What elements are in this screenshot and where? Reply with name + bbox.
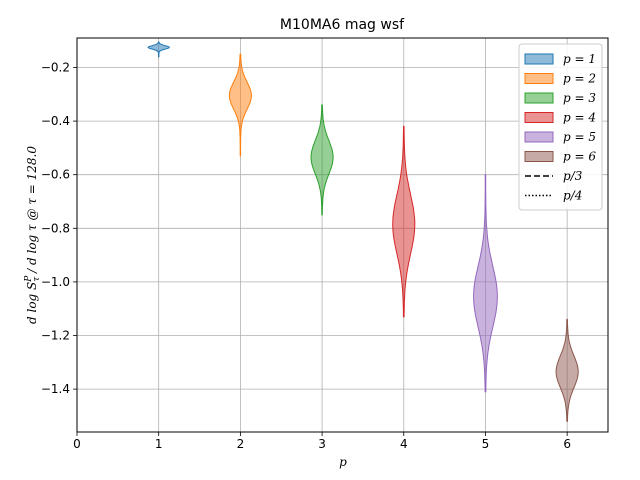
legend-swatch-1 [524, 53, 554, 65]
x-tick-label: 2 [237, 437, 245, 451]
violin-2 [228, 53, 252, 157]
axis-ticks: 0 1 2 3 4 5 6 −0.2 −0.4 −0.6 −0.8 −1.0 −1.2 −1.4 [41, 60, 571, 451]
x-tick-label: 0 [73, 437, 81, 451]
violins [147, 41, 579, 422]
legend-label: p = 1 [563, 52, 596, 66]
chart-title: M10MA6 mag wsf [280, 17, 405, 33]
legend-label: p = 4 [563, 111, 596, 125]
violin-4 [392, 125, 416, 318]
y-tick-label: −0.2 [41, 60, 70, 74]
legend-box [518, 43, 603, 211]
legend-label: p = 3 [563, 91, 596, 105]
legend-label: p = 5 [563, 130, 596, 144]
legend-label: p = 6 [563, 150, 596, 164]
y-tick-label: −1.4 [41, 382, 70, 396]
violin-6 [555, 318, 579, 422]
legend-swatch-2 [524, 73, 554, 84]
legend-swatch-4 [524, 112, 554, 123]
y-tick-label: −1.0 [41, 275, 70, 289]
y-tick-label: −0.8 [41, 221, 70, 235]
legend-label: p/3 [563, 169, 583, 183]
x-tick-label: 6 [563, 437, 571, 451]
x-tick-label: 1 [155, 437, 163, 451]
plot-frame [76, 37, 609, 433]
legend-label: p = 2 [563, 72, 596, 86]
legend-swatch-3 [524, 92, 554, 104]
x-tick-label: 4 [400, 437, 408, 451]
y-tick-label: −0.6 [41, 168, 70, 182]
x-axis-label: p [339, 455, 347, 469]
x-tick-label: 3 [318, 437, 326, 451]
legend-swatch-5 [524, 131, 554, 143]
legend: p = 1 p = 2 p = 3 p = 4 p = 5 p = 6 p/3 p/4 [518, 43, 603, 211]
legend-swatch-6 [524, 151, 554, 162]
x-tick-label: 5 [482, 437, 490, 451]
y-axis-label: d log SPτ / d log τ @ τ = 128.0 [24, 146, 42, 324]
y-tick-label: −1.2 [41, 329, 70, 343]
violin-1 [147, 41, 170, 58]
y-tick-label: −0.4 [41, 114, 70, 128]
violin-3 [310, 104, 334, 216]
legend-label: p/4 [563, 189, 582, 203]
violin-5 [473, 174, 498, 393]
